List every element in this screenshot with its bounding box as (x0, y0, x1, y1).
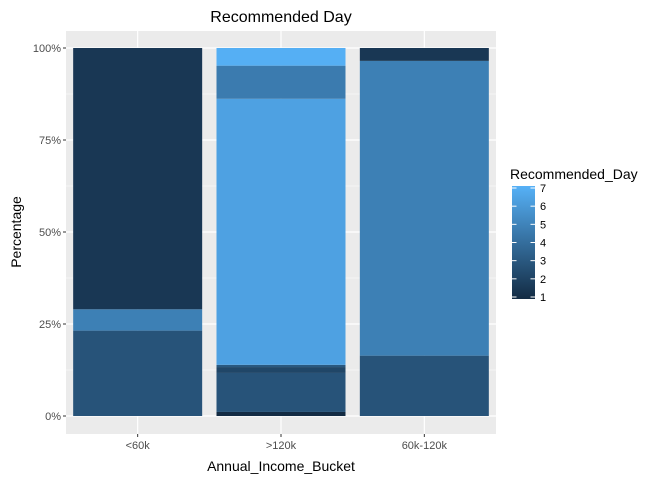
legend-title: Recommended_Day (510, 166, 638, 182)
bar-segment (216, 364, 346, 368)
bars (73, 48, 489, 416)
legend-tick-label: 1 (540, 292, 546, 304)
bar-segment (73, 48, 203, 310)
bar-segment (216, 98, 346, 365)
bar-segment (359, 355, 489, 416)
y-axis: 0% 25% 50% 75% 100% (33, 43, 66, 423)
legend-tick-label: 3 (540, 256, 546, 268)
legend-ticks: 1 2 3 4 5 6 7 (512, 183, 546, 304)
legend-tick-label: 4 (540, 238, 546, 250)
legend-tick-label: 6 (540, 201, 546, 213)
bar-segment (73, 309, 203, 331)
legend: Recommended_Day 1 2 3 4 5 6 7 (510, 166, 638, 304)
x-tick-label: 60k-120k (402, 440, 448, 452)
bar-segment (216, 372, 346, 412)
y-tick-label: 0% (45, 411, 61, 423)
y-tick-label: 25% (39, 319, 61, 331)
x-tick-label: <60k (126, 440, 151, 452)
y-axis-title: Percentage (8, 196, 24, 268)
x-axis-title: Annual_Income_Bucket (207, 458, 355, 474)
bar-segment (216, 411, 346, 416)
legend-tick-label: 2 (540, 274, 546, 286)
bar-segment (216, 367, 346, 373)
legend-tick-label: 7 (540, 183, 546, 195)
chart-title: Recommended Day (210, 9, 351, 26)
x-axis: <60k >120k 60k-120k (126, 434, 448, 452)
bar-segment (359, 48, 489, 61)
bar-segment (216, 65, 346, 99)
x-tick-label: >120k (266, 440, 297, 452)
y-tick-label: 75% (39, 135, 61, 147)
bar-segment (359, 60, 489, 356)
legend-colorbar (512, 186, 535, 299)
bar-segment (73, 330, 203, 416)
bar-segment (216, 48, 346, 66)
legend-tick-label: 5 (540, 219, 546, 231)
y-tick-label: 100% (33, 43, 61, 55)
y-tick-label: 50% (39, 227, 61, 239)
